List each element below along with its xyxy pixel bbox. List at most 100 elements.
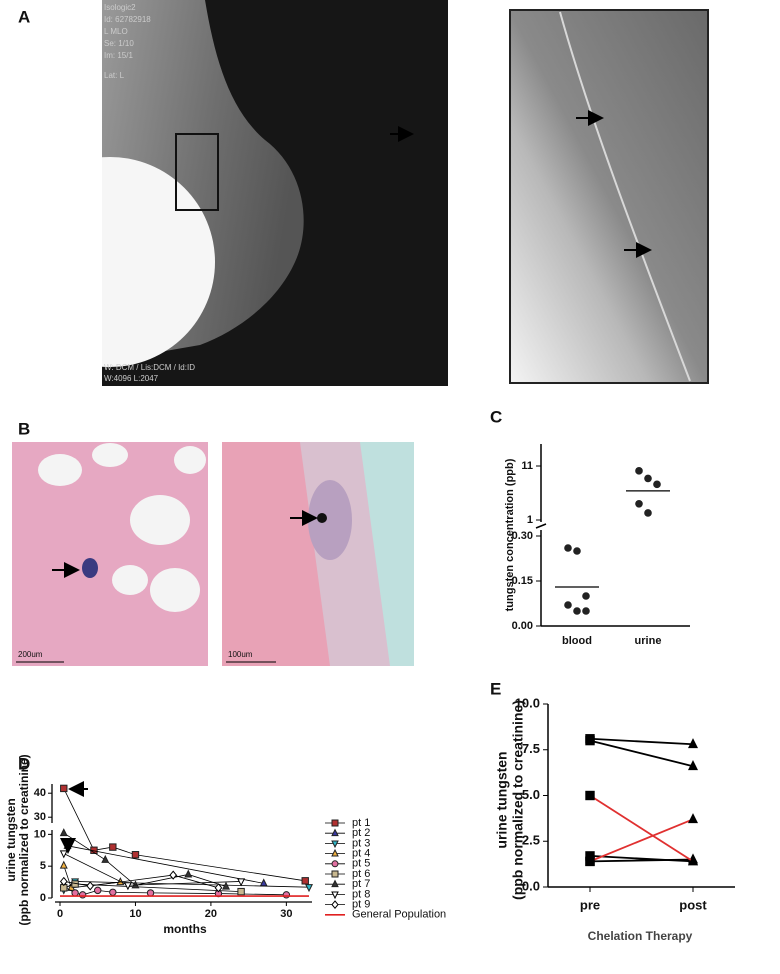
marker [687, 738, 699, 749]
marker [131, 851, 140, 859]
y-tick-label: 0.15 [512, 575, 533, 587]
marker [282, 891, 291, 899]
marker [585, 856, 595, 867]
x-tick-label: pre [580, 897, 600, 912]
y-axis-label: (ppb normalized to creatinine) [510, 700, 526, 900]
y-tick-label: 30 [34, 811, 46, 823]
y-axis-label: tungsten concentration (ppb) [504, 458, 516, 611]
y-tick-label: 5.0 [522, 787, 540, 802]
marker [123, 882, 132, 891]
marker [331, 819, 339, 827]
marker [146, 889, 155, 897]
dot [635, 467, 643, 475]
marker [331, 900, 339, 909]
x-tick-label: 20 [205, 908, 217, 920]
legend-label: pt 1 [352, 817, 370, 829]
y-tick-label: 0.30 [512, 530, 533, 542]
series-line [589, 794, 694, 863]
series-line [63, 853, 242, 886]
series-line [589, 818, 694, 863]
y-tick-label: 10.0 [515, 695, 540, 710]
dot [564, 601, 572, 609]
marker [169, 870, 178, 880]
y-tick-label: 11 [521, 460, 533, 472]
y-tick-label: 10 [34, 828, 46, 840]
dot [573, 607, 581, 615]
marker [86, 881, 95, 891]
x-axis-label: Chelation Therapy [588, 929, 693, 943]
legend-label: pt 5 [352, 858, 370, 870]
x-tick-label: blood [562, 635, 592, 647]
marker [585, 790, 595, 801]
axis-break [535, 523, 547, 529]
series-line [589, 858, 694, 863]
x-tick-label: 0 [57, 908, 63, 920]
marker [237, 878, 246, 887]
marker [687, 813, 699, 824]
marker [301, 877, 309, 885]
series-line [589, 739, 694, 768]
overlay-text: W:4096 L:2047 [104, 374, 159, 383]
mammogram [102, 0, 448, 386]
histology-2 [222, 442, 414, 666]
overlay-text: W: DCM / Lis:DCM / Id:ID [104, 363, 195, 372]
dot [573, 547, 581, 555]
dot [644, 509, 652, 517]
y-axis-label: urine tungsten [494, 751, 510, 848]
series-line [63, 874, 219, 889]
y-axis-label: (ppb normalized to creatinine) [17, 754, 31, 925]
marker [184, 869, 193, 878]
marker [304, 884, 314, 893]
dot [635, 500, 643, 508]
dot [582, 592, 590, 600]
legend-label: pt 8 [352, 888, 370, 900]
marker [687, 855, 699, 866]
overlay-text: Se: 1/10 [104, 39, 134, 48]
x-tick-label: post [679, 897, 707, 912]
y-tick-label: 7.5 [522, 741, 540, 756]
marker [109, 843, 117, 851]
panel-label: C [490, 407, 502, 426]
scale-bar-label: 200um [18, 650, 43, 659]
y-tick-label: 5 [40, 860, 46, 872]
y-tick-label: 2.5 [522, 833, 540, 848]
overlay-text: Isologic2 [104, 3, 136, 12]
marker [214, 883, 223, 893]
dot [644, 474, 652, 483]
marker [59, 860, 68, 869]
marker [101, 854, 110, 863]
marker [331, 879, 339, 888]
y-axis-label: urine tungsten [4, 798, 18, 881]
marker [331, 870, 339, 878]
marker [109, 888, 117, 896]
legend-label: pt 9 [352, 899, 370, 911]
legend-label: pt 2 [352, 827, 370, 839]
x-axis-label: months [163, 922, 207, 936]
panel-label: D [18, 754, 30, 773]
legend-label: pt 3 [352, 837, 370, 849]
dot [653, 480, 661, 489]
overlay-text: L MLO [104, 27, 128, 36]
panel-label: E [490, 679, 501, 698]
series-line [589, 737, 694, 746]
marker [331, 840, 339, 849]
marker [78, 891, 87, 899]
y-tick-label: 40 [34, 787, 46, 799]
overlay-text: Id: 62782918 [104, 15, 151, 24]
overlay-text: Im: 15/1 [104, 51, 133, 60]
scale-bar-label: 100um [228, 650, 253, 659]
overlay-text: Lat: L [104, 71, 125, 80]
marker [60, 784, 68, 793]
dot [564, 544, 572, 552]
x-tick-label: 10 [129, 908, 141, 920]
marker [221, 881, 231, 890]
marker [237, 887, 245, 896]
legend-label: General Population [352, 909, 446, 921]
panel-label: A [18, 7, 30, 26]
marker [331, 860, 339, 868]
histology-1 [12, 442, 208, 666]
legend-label: pt 7 [352, 878, 370, 890]
marker [331, 828, 339, 837]
y-tick-label: 0 [40, 892, 46, 904]
